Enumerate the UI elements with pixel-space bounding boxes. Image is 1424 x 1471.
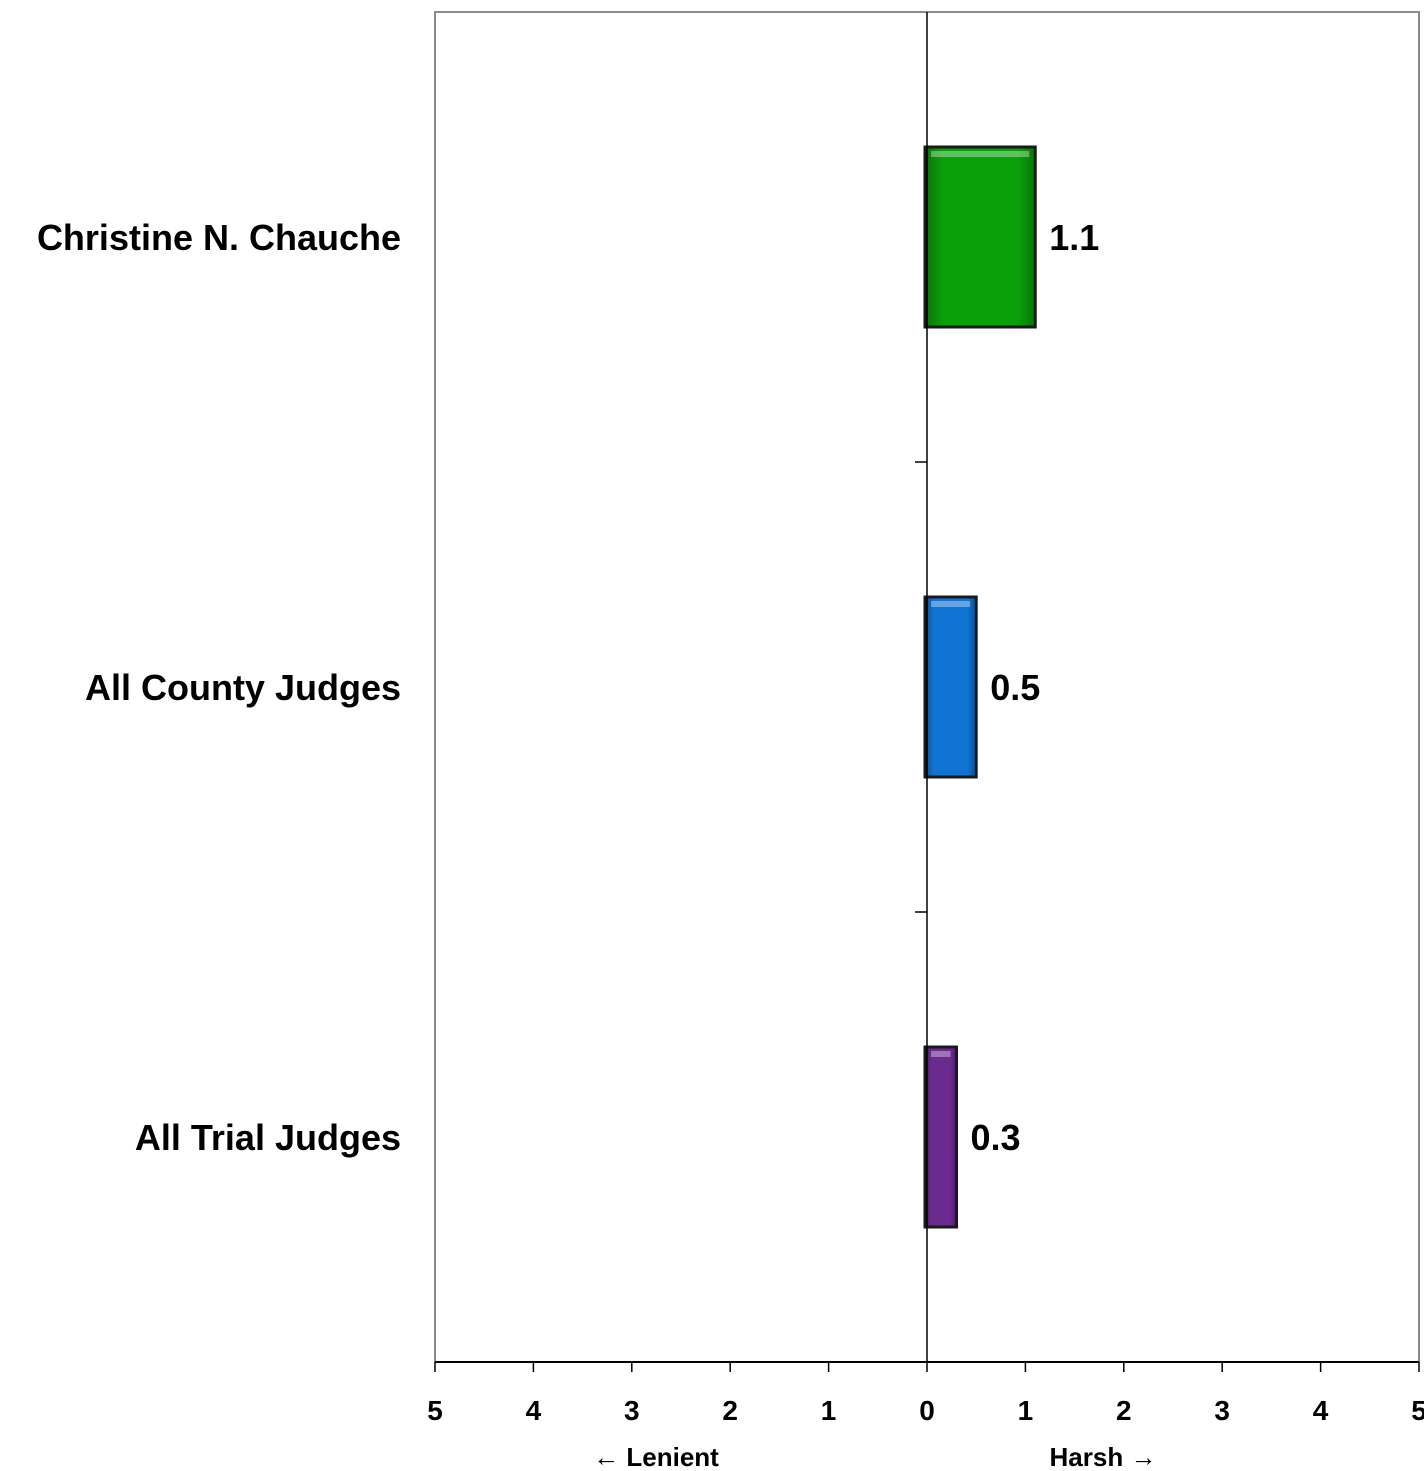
x-tick-label: 0: [919, 1395, 935, 1426]
x-tick-label: 4: [526, 1395, 542, 1426]
x-tick-label: 1: [821, 1395, 837, 1426]
category-label: Christine N. Chauche: [37, 217, 401, 258]
bar-value-label: 1.1: [1049, 217, 1099, 258]
lenient-direction-label: ← Lenient: [593, 1442, 719, 1471]
bar-value-label: 0.5: [990, 667, 1040, 708]
x-tick-label: 2: [1116, 1395, 1132, 1426]
x-tick-label: 3: [1214, 1395, 1230, 1426]
x-tick-label: 4: [1313, 1395, 1329, 1426]
x-tick-label: 5: [427, 1395, 443, 1426]
bar-highlight: [931, 151, 1030, 157]
bar-value-label: 0.3: [971, 1117, 1021, 1158]
x-tick-label: 2: [722, 1395, 738, 1426]
x-tick-label: 5: [1411, 1395, 1424, 1426]
harsh-direction-label: Harsh →: [1050, 1442, 1157, 1471]
bar-bevel: [926, 148, 1034, 326]
bar-highlight: [931, 1051, 951, 1057]
bar-bevel: [926, 598, 975, 776]
x-tick-label: 1: [1018, 1395, 1034, 1426]
category-label: All Trial Judges: [135, 1117, 401, 1158]
x-tick-label: 3: [624, 1395, 640, 1426]
bar-bevel: [926, 1048, 956, 1226]
bar-highlight: [931, 601, 971, 607]
category-label: All County Judges: [85, 667, 401, 708]
